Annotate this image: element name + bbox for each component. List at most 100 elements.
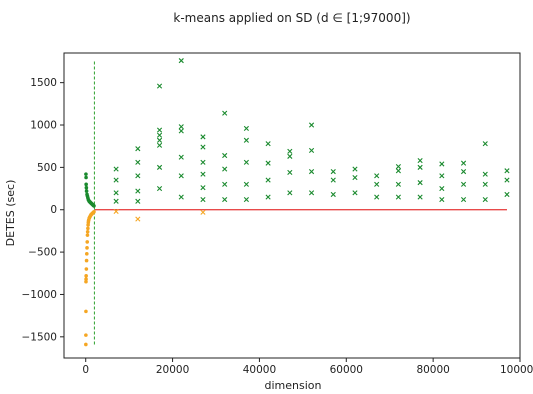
data-point xyxy=(222,196,228,203)
data-point xyxy=(84,172,88,176)
data-point xyxy=(200,134,206,140)
marks-layer xyxy=(84,58,510,347)
data-point xyxy=(85,233,90,237)
data-point xyxy=(374,194,380,200)
data-point xyxy=(287,169,293,176)
data-point xyxy=(85,240,90,244)
data-point xyxy=(84,175,88,180)
series-3 xyxy=(84,172,96,208)
data-point xyxy=(395,194,401,200)
data-point xyxy=(156,185,163,192)
data-point xyxy=(178,194,184,200)
data-point xyxy=(504,168,510,174)
data-point xyxy=(84,258,89,263)
data-point xyxy=(330,169,336,175)
data-point xyxy=(308,169,315,175)
data-point xyxy=(156,164,163,170)
data-point xyxy=(222,166,228,172)
y-tick-label: 0 xyxy=(50,204,57,216)
x-tick-label: 60000 xyxy=(330,364,363,376)
data-point xyxy=(113,190,119,196)
data-point xyxy=(265,194,271,200)
series-1 xyxy=(113,208,206,222)
data-point xyxy=(460,181,467,187)
data-point xyxy=(200,185,206,191)
data-point xyxy=(84,182,88,187)
data-point xyxy=(113,166,119,172)
plot-area xyxy=(64,53,520,358)
data-point xyxy=(113,198,119,204)
data-point xyxy=(287,190,293,196)
data-point xyxy=(417,158,423,164)
data-point xyxy=(243,159,249,165)
data-point xyxy=(156,132,163,138)
data-point xyxy=(84,267,89,271)
axes-frame xyxy=(63,52,521,359)
data-point xyxy=(330,191,336,198)
data-point xyxy=(417,180,423,186)
data-point xyxy=(460,196,467,203)
data-point xyxy=(374,181,380,187)
y-tick-label: 500 xyxy=(37,162,57,174)
data-point xyxy=(243,125,249,131)
data-point xyxy=(84,185,89,190)
data-point xyxy=(222,152,228,159)
data-point xyxy=(86,226,90,231)
data-point xyxy=(265,160,271,166)
data-point xyxy=(460,169,467,175)
x-tick-label: 40000 xyxy=(243,364,276,376)
data-point xyxy=(243,137,249,143)
data-point xyxy=(330,177,336,183)
series-2 xyxy=(84,210,96,347)
data-point xyxy=(482,196,488,203)
series-0 xyxy=(113,58,510,204)
data-point xyxy=(135,159,141,165)
data-point xyxy=(439,173,445,179)
chart-title: k-means applied on SD (d ∈ [1;97000]) xyxy=(173,11,410,25)
data-point xyxy=(265,177,271,183)
data-point xyxy=(439,185,445,192)
data-point xyxy=(178,58,184,64)
data-point xyxy=(417,164,423,170)
data-point xyxy=(84,277,88,282)
data-point xyxy=(308,190,315,196)
data-point xyxy=(265,141,271,147)
data-point xyxy=(222,110,228,116)
x-tick-label: 0 xyxy=(82,364,89,376)
data-point xyxy=(113,208,119,215)
data-point xyxy=(135,173,141,179)
y-tick-label: 1000 xyxy=(30,120,57,132)
data-point xyxy=(84,274,88,278)
data-point xyxy=(287,148,293,154)
data-point xyxy=(482,141,488,147)
data-point xyxy=(85,229,90,234)
data-point xyxy=(135,146,141,152)
data-point xyxy=(439,196,445,203)
data-point xyxy=(92,210,96,214)
data-point xyxy=(395,163,401,170)
data-point xyxy=(135,216,141,222)
data-point xyxy=(156,142,163,148)
data-point xyxy=(178,154,184,160)
plot-background xyxy=(64,53,520,358)
data-point xyxy=(156,83,163,89)
data-point xyxy=(395,181,401,187)
x-axis-label: dimension xyxy=(265,379,322,392)
data-point xyxy=(352,166,358,172)
y-tick-label: −500 xyxy=(28,247,57,259)
y-axis-label: DETES (sec) xyxy=(4,180,17,247)
data-point xyxy=(84,333,88,337)
axes-layer: 0 20000 40000 60000 80000 100000 −1500 −1000 −50… xyxy=(21,52,533,376)
x-tick-label: 20000 xyxy=(156,364,189,376)
data-point xyxy=(200,144,206,150)
data-point xyxy=(85,251,89,256)
data-point xyxy=(395,168,401,174)
y-tick-label: 1500 xyxy=(30,77,57,89)
data-point xyxy=(460,160,467,166)
y-tick-label: −1000 xyxy=(21,289,57,301)
data-point xyxy=(308,122,315,128)
data-point xyxy=(439,161,445,167)
data-point xyxy=(200,171,206,177)
